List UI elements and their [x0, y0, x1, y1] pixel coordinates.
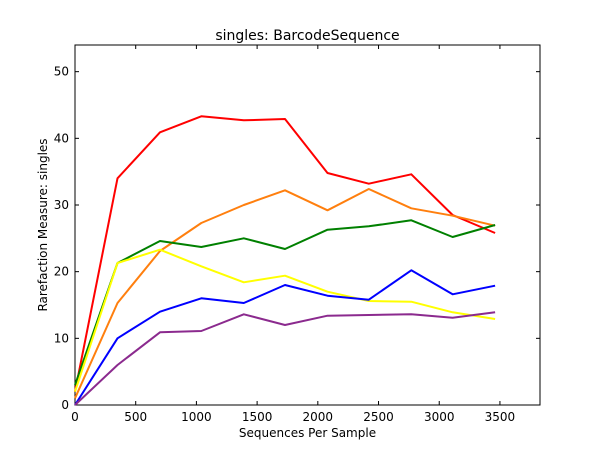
x-tick-label: 500	[124, 410, 147, 424]
x-tick-label: 0	[71, 410, 79, 424]
x-tick-label: 1000	[181, 410, 212, 424]
series-lines	[74, 115, 496, 406]
series-line-2	[74, 188, 496, 399]
y-axis-label: Rarefaction Measure: singles	[36, 138, 50, 311]
y-tick-label: 40	[54, 131, 69, 145]
x-tick-label: 3000	[424, 410, 455, 424]
y-tick-label: 30	[54, 198, 69, 212]
x-tick-label: 2500	[363, 410, 394, 424]
series-line-6	[74, 311, 496, 406]
x-axis-label: Sequences Per Sample	[239, 426, 376, 440]
series-line-5	[74, 269, 496, 406]
y-tick-label: 20	[54, 265, 69, 279]
plot-frame	[74, 44, 541, 406]
y-tick-label: 10	[54, 331, 69, 345]
series-line-1	[74, 115, 496, 392]
series-line-4	[74, 248, 496, 393]
axis-ticks: 0 500 1000 1500 2000 2500 3000 3500 0 10 20 30 40 50	[54, 45, 540, 424]
x-tick-label: 2000	[303, 410, 334, 424]
y-tick-label: 50	[54, 65, 69, 79]
chart-title: singles: BarcodeSequence	[215, 28, 399, 44]
x-tick-label: 1500	[242, 410, 273, 424]
y-tick-label: 0	[61, 398, 69, 412]
x-tick-label: 3500	[485, 410, 516, 424]
series-line-3	[74, 219, 496, 386]
